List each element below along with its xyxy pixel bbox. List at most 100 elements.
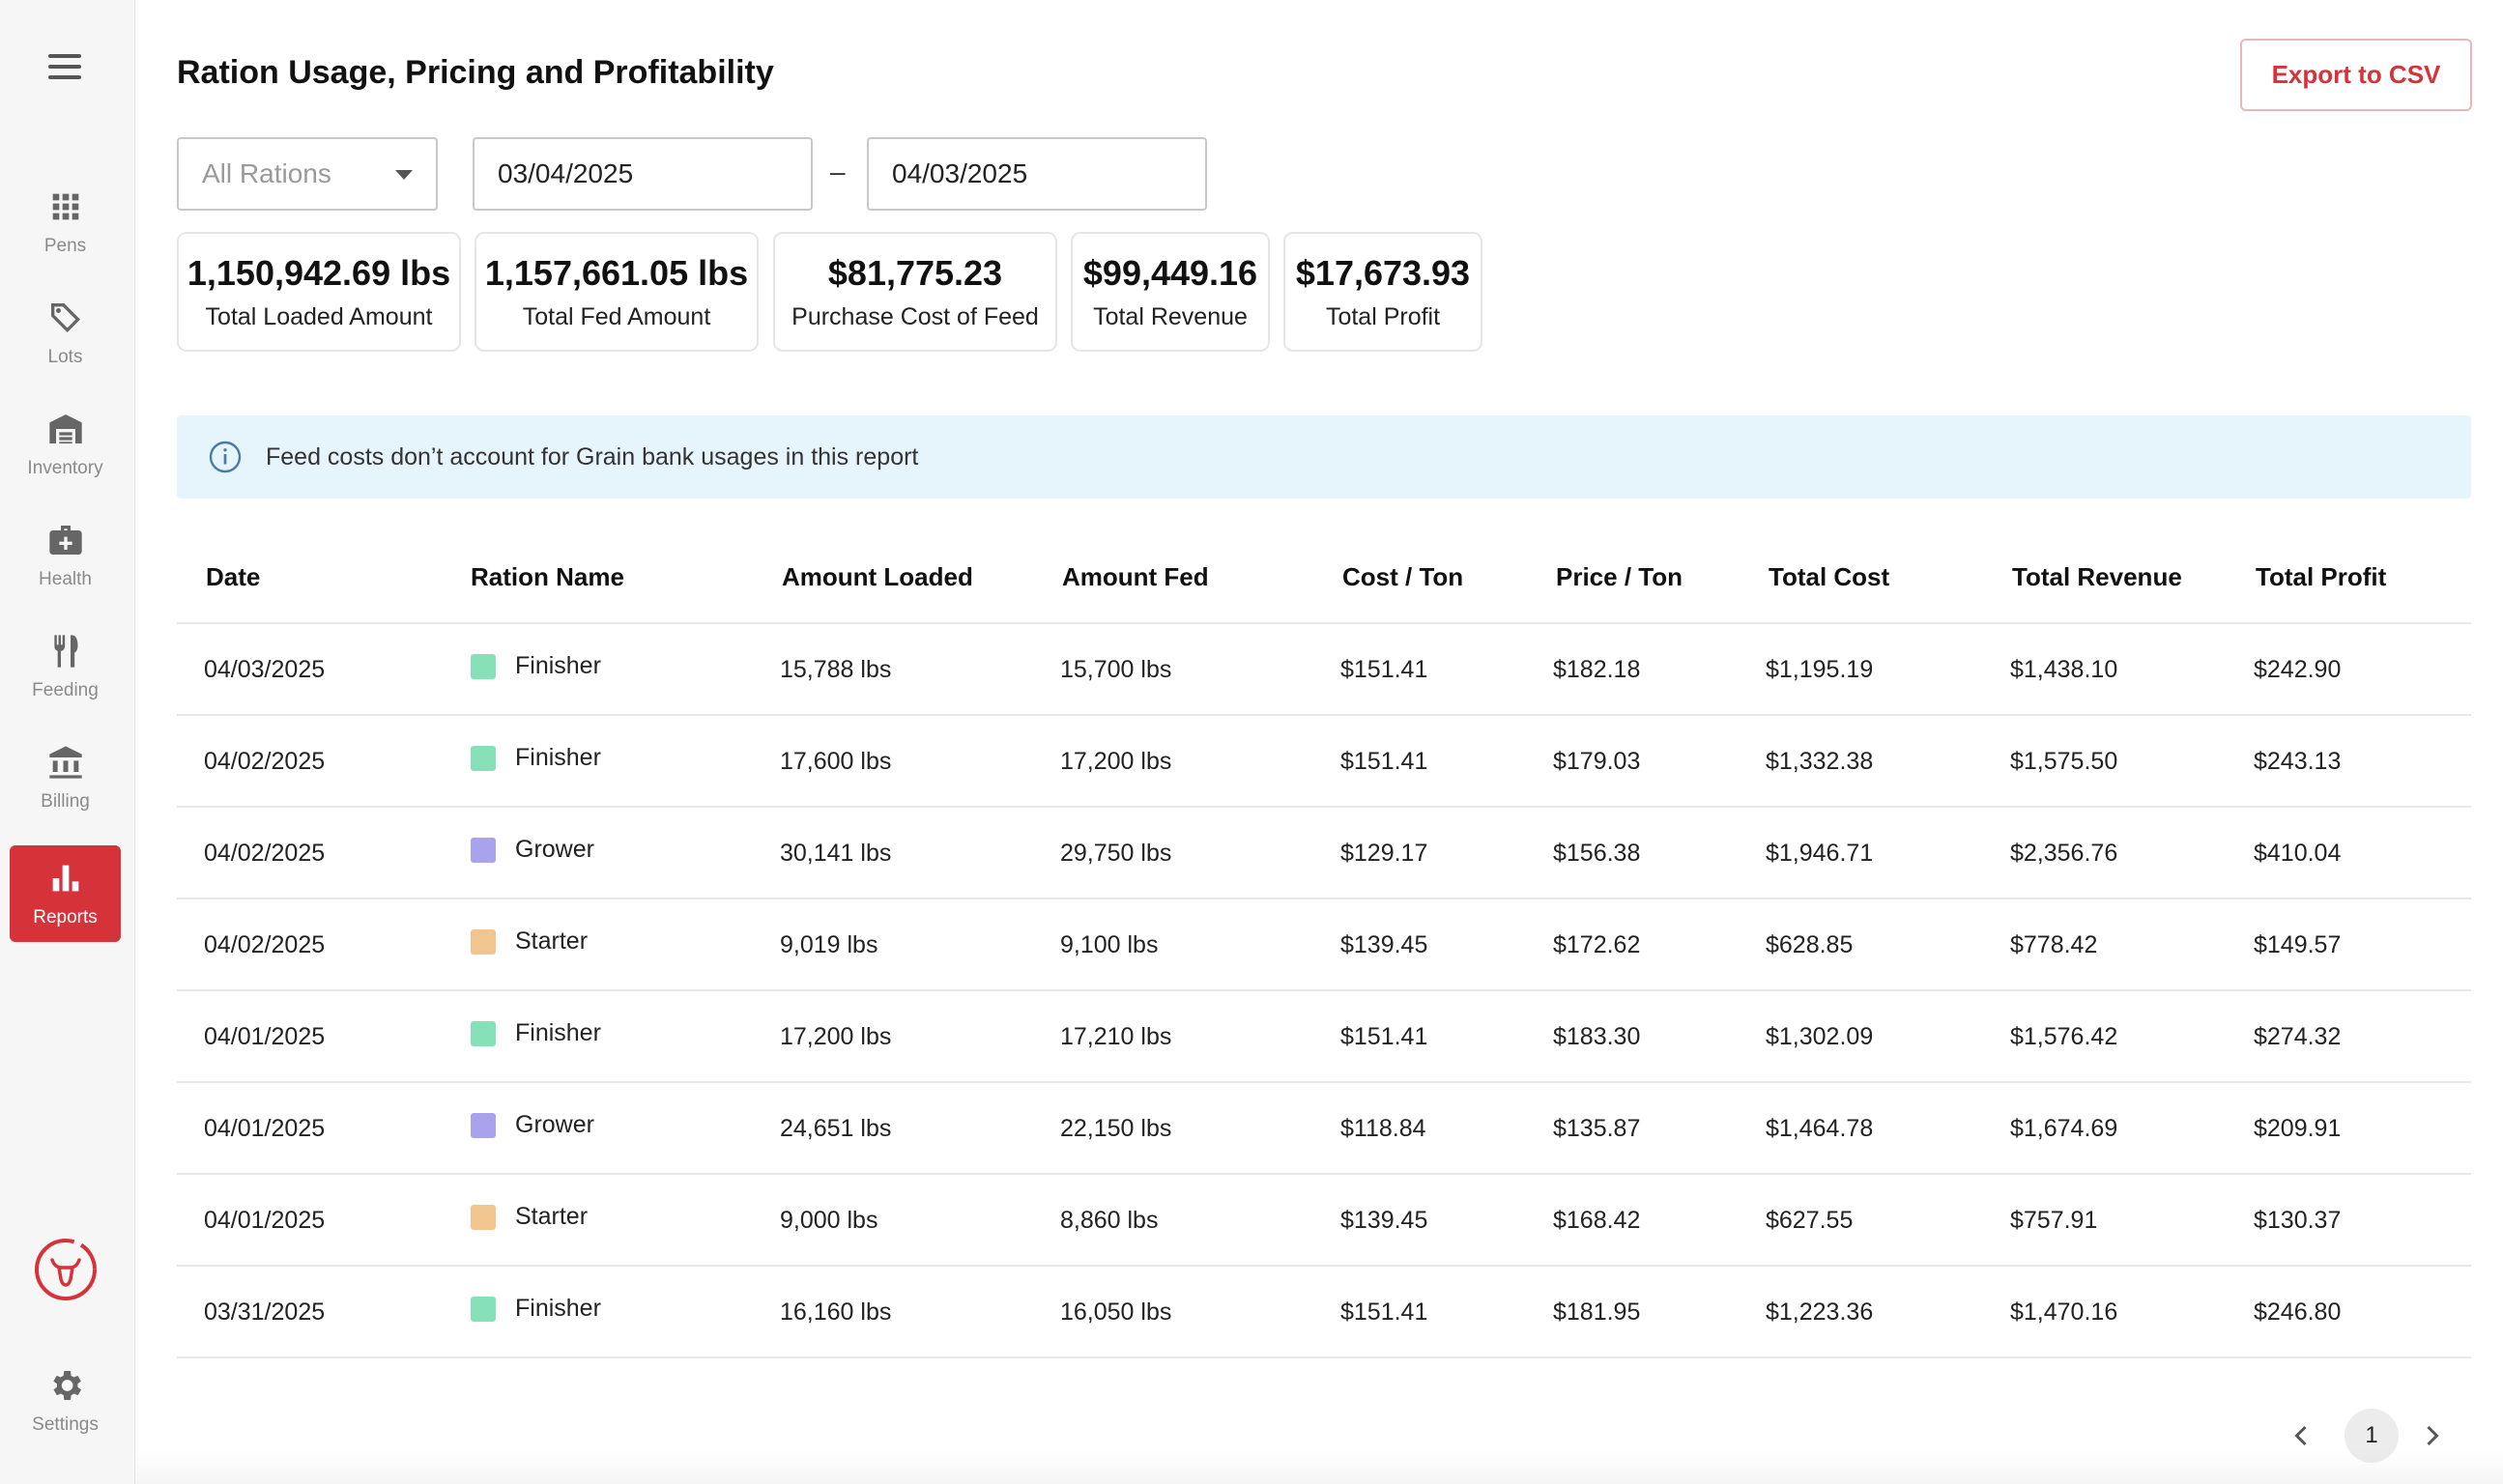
total-revenue-cell: $1,575.50: [2010, 716, 2117, 808]
caret-down-icon: [395, 170, 413, 180]
sidebar-item-label: Pens: [43, 236, 87, 256]
column-header-total-revenue[interactable]: Total Revenue: [2012, 562, 2182, 591]
table-row[interactable]: 04/02/2025 Starter 9,019 lbs 9,100 lbs $139.…: [177, 899, 2471, 991]
ration-color-swatch: [471, 653, 496, 679]
stat-value: $81,775.23: [827, 252, 1003, 293]
pagination: 1: [2284, 1409, 2477, 1463]
stat-card-total-revenue: $99,449.16 Total Revenue: [1071, 232, 1270, 352]
date-cell: 04/02/2025: [204, 716, 325, 808]
sidebar-item-feeding[interactable]: Feeding: [10, 618, 121, 715]
sidebar-item-inventory[interactable]: Inventory: [10, 396, 121, 493]
cell-text: $1,470.16: [2010, 1298, 2118, 1326]
total-cost-cell: $628.85: [1766, 899, 1853, 991]
column-header-ration-name[interactable]: Ration Name: [471, 562, 624, 591]
stat-value: 1,150,942.69 lbs: [187, 252, 451, 293]
amount-loaded-cell: 9,019 lbs: [780, 899, 877, 991]
ration-name-cell: Finisher: [471, 712, 601, 804]
menu-icon[interactable]: [48, 54, 81, 81]
stat-label: Total Revenue: [1093, 302, 1248, 330]
chevron-right-icon[interactable]: [2415, 1418, 2450, 1453]
column-header-cost-per-ton[interactable]: Cost / Ton: [1342, 562, 1464, 591]
end-date-input[interactable]: [867, 137, 1207, 211]
cell-text: $1,223.36: [1766, 1298, 1874, 1326]
cell-text: $1,576.42: [2010, 1023, 2118, 1050]
cell-text: $151.41: [1340, 748, 1428, 775]
price-per-ton-cell: $181.95: [1553, 1267, 1640, 1358]
cell-text: $156.38: [1553, 840, 1641, 867]
warehouse-icon: [48, 414, 82, 443]
price-per-ton-cell: $179.03: [1553, 716, 1640, 808]
sidebar-item-billing[interactable]: Billing: [10, 729, 121, 826]
page-button-1[interactable]: 1: [2345, 1409, 2399, 1463]
stat-card-purchase-cost: $81,775.23 Purchase Cost of Feed: [773, 232, 1057, 352]
sidebar-item-label: Billing: [41, 791, 90, 812]
ration-name-cell: Grower: [471, 804, 594, 896]
cell-text: $179.03: [1553, 748, 1641, 775]
cell-text: $1,464.78: [1766, 1115, 1874, 1142]
total-cost-cell: $627.55: [1766, 1175, 1853, 1267]
table-row[interactable]: 04/02/2025 Grower 30,141 lbs 29,750 lbs $129…: [177, 808, 2471, 899]
cell-text: 15,788 lbs: [780, 656, 892, 683]
cell-text: Finisher: [515, 1295, 601, 1322]
table-row[interactable]: 04/01/2025 Finisher 17,200 lbs 17,210 lbs $1…: [177, 991, 2471, 1083]
total-profit-cell: $130.37: [2254, 1175, 2341, 1267]
column-header-price-per-ton[interactable]: Price / Ton: [1556, 562, 1683, 591]
total-cost-cell: $1,946.71: [1766, 808, 1873, 899]
cell-text: $1,946.71: [1766, 840, 1874, 867]
ration-select[interactable]: All Rations: [177, 137, 438, 211]
sidebar-item-pens[interactable]: Pens: [10, 174, 121, 271]
stat-label: Total Fed Amount: [522, 302, 711, 330]
price-per-ton-cell: $156.38: [1553, 808, 1640, 899]
export-csv-button[interactable]: Export to CSV: [2240, 39, 2472, 111]
cell-text: 17,210 lbs: [1060, 1023, 1172, 1050]
cell-text: $183.30: [1553, 1023, 1641, 1050]
column-header-date[interactable]: Date: [206, 562, 261, 591]
sidebar-item-label: Lots: [47, 347, 83, 367]
cell-text: 29,750 lbs: [1060, 840, 1172, 867]
sidebar-item-reports[interactable]: Reports: [10, 845, 121, 942]
bar-chart-icon: [52, 865, 78, 892]
price-per-ton-cell: $135.87: [1553, 1083, 1640, 1175]
cell-text: $1,302.09: [1766, 1023, 1874, 1050]
ration-color-swatch: [471, 1204, 496, 1230]
ration-name-cell: Starter: [471, 1171, 588, 1263]
chevron-left-icon[interactable]: [2284, 1418, 2318, 1453]
table-row[interactable]: 04/01/2025 Grower 24,651 lbs 22,150 lbs $118…: [177, 1083, 2471, 1175]
tag-icon: [50, 303, 80, 332]
date-cell: 04/02/2025: [204, 808, 325, 899]
total-revenue-cell: $757.91: [2010, 1175, 2097, 1267]
report-table: Date Ration Name Amount Loaded Amount Fe…: [177, 529, 2471, 1358]
cell-text: $151.41: [1340, 656, 1428, 683]
cell-text: 16,050 lbs: [1060, 1298, 1172, 1326]
amount-fed-cell: 16,050 lbs: [1060, 1267, 1171, 1358]
table-row[interactable]: 04/03/2025 Finisher 15,788 lbs 15,700 lbs $1…: [177, 624, 2471, 716]
column-header-total-cost[interactable]: Total Cost: [1769, 562, 1890, 591]
table-row[interactable]: 04/01/2025 Starter 9,000 lbs 8,860 lbs $139.…: [177, 1175, 2471, 1267]
table-row[interactable]: 03/31/2025 Finisher 16,160 lbs 16,050 lbs $1…: [177, 1267, 2471, 1358]
column-header-amount-fed[interactable]: Amount Fed: [1062, 562, 1209, 591]
info-icon: [209, 441, 242, 473]
start-date-input[interactable]: [473, 137, 813, 211]
price-per-ton-cell: $168.42: [1553, 1175, 1640, 1267]
column-header-amount-loaded[interactable]: Amount Loaded: [782, 562, 973, 591]
total-profit-cell: $242.90: [2254, 624, 2341, 716]
sidebar-item-lots[interactable]: Lots: [10, 285, 121, 382]
table-body: 04/03/2025 Finisher 15,788 lbs 15,700 lbs $1…: [177, 624, 2471, 1358]
cell-text: 17,600 lbs: [780, 748, 892, 775]
cell-text: Grower: [515, 1111, 594, 1138]
sidebar-item-settings[interactable]: Settings: [10, 1353, 121, 1449]
amount-loaded-cell: 9,000 lbs: [780, 1175, 877, 1267]
sidebar-item-health[interactable]: Health: [10, 507, 121, 604]
cell-text: 15,700 lbs: [1060, 656, 1172, 683]
cell-text: $778.42: [2010, 931, 2098, 958]
cell-text: $181.95: [1553, 1298, 1641, 1326]
date-cell: 04/03/2025: [204, 624, 325, 716]
column-header-total-profit[interactable]: Total Profit: [2256, 562, 2387, 591]
total-revenue-cell: $1,438.10: [2010, 624, 2117, 716]
cell-text: 22,150 lbs: [1060, 1115, 1172, 1142]
cell-text: $627.55: [1766, 1207, 1854, 1234]
table-row[interactable]: 04/02/2025 Finisher 17,600 lbs 17,200 lbs $1…: [177, 716, 2471, 808]
bull-logo-icon: [35, 1239, 97, 1300]
cell-text: 9,100 lbs: [1060, 931, 1159, 958]
stat-value: 1,157,661.05 lbs: [484, 252, 749, 293]
